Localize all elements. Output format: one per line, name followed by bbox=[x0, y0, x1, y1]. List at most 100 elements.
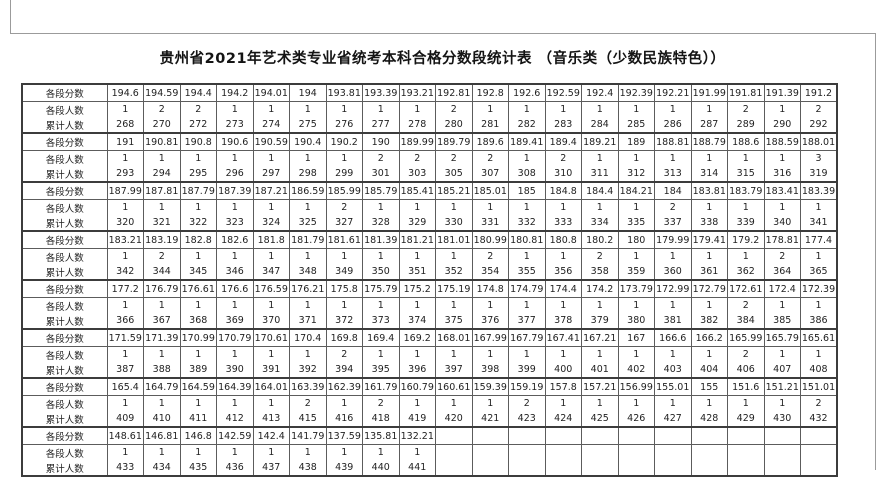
score-cell: 135.81 bbox=[362, 426, 400, 445]
cumulative-cell: 323 bbox=[216, 215, 254, 232]
score-cell: 165.4 bbox=[106, 377, 144, 396]
score-cell: 184.8 bbox=[544, 181, 582, 200]
cumulative-cell: 285 bbox=[617, 117, 655, 134]
count-cell: 2 bbox=[289, 395, 327, 411]
count-cell bbox=[617, 444, 655, 460]
cumulative-cell: 351 bbox=[398, 264, 436, 281]
count-cell: 1 bbox=[654, 395, 692, 411]
count-cell: 1 bbox=[216, 150, 254, 166]
score-cell: 178.81 bbox=[763, 230, 801, 249]
score-cell bbox=[617, 426, 655, 445]
count-cell: 1 bbox=[179, 395, 217, 411]
count-cell: 1 bbox=[544, 346, 582, 362]
count-cell: 1 bbox=[800, 297, 838, 313]
cumulative-cell: 289 bbox=[727, 117, 765, 134]
count-cell: 1 bbox=[179, 248, 217, 264]
count-cell: 1 bbox=[252, 395, 290, 411]
score-cell: 169.8 bbox=[325, 328, 363, 347]
table-row: 各段分数 194.6 194.59 194.4 194.2 194.01 194 193.81… bbox=[21, 83, 838, 102]
count-cell: 1 bbox=[289, 297, 327, 313]
cumulative-cell: 437 bbox=[252, 460, 290, 477]
cumulative-cell: 416 bbox=[325, 411, 363, 428]
count-cell: 2 bbox=[727, 101, 765, 117]
cumulative-cell: 359 bbox=[617, 264, 655, 281]
score-cell: 132.21 bbox=[398, 426, 436, 445]
score-cell: 151.21 bbox=[763, 377, 801, 396]
score-cell: 192.8 bbox=[471, 83, 509, 102]
cumulative-cell: 396 bbox=[398, 362, 436, 379]
count-cell: 1 bbox=[617, 101, 655, 117]
count-cell: 1 bbox=[216, 248, 254, 264]
cumulative-cell: 310 bbox=[544, 166, 582, 183]
score-cell: 172.79 bbox=[690, 279, 728, 298]
score-cell: 185.21 bbox=[435, 181, 473, 200]
cumulative-cell: 402 bbox=[617, 362, 655, 379]
score-cell: 191.99 bbox=[690, 83, 728, 102]
row-label: 各段分数 bbox=[21, 230, 108, 249]
score-cell: 160.61 bbox=[435, 377, 473, 396]
score-cell: 159.39 bbox=[471, 377, 509, 396]
cumulative-cell bbox=[800, 460, 838, 477]
count-cell: 1 bbox=[106, 297, 144, 313]
cumulative-cell: 338 bbox=[690, 215, 728, 232]
count-cell: 1 bbox=[252, 297, 290, 313]
score-cell bbox=[654, 426, 692, 445]
cumulative-cell: 430 bbox=[763, 411, 801, 428]
score-cell: 183.39 bbox=[800, 181, 838, 200]
cumulative-cell: 331 bbox=[471, 215, 509, 232]
score-cell: 191.2 bbox=[800, 83, 838, 102]
score-cell: 185.79 bbox=[362, 181, 400, 200]
cumulative-cell: 335 bbox=[617, 215, 655, 232]
count-cell bbox=[544, 444, 582, 460]
score-cell: 187.81 bbox=[143, 181, 181, 200]
count-cell: 1 bbox=[106, 199, 144, 215]
cumulative-cell: 428 bbox=[690, 411, 728, 428]
count-cell: 1 bbox=[690, 150, 728, 166]
score-cell: 183.79 bbox=[727, 181, 765, 200]
score-cell: 142.4 bbox=[252, 426, 290, 445]
cumulative-cell: 434 bbox=[143, 460, 181, 477]
count-cell: 1 bbox=[179, 150, 217, 166]
cumulative-cell: 283 bbox=[544, 117, 582, 134]
count-cell: 1 bbox=[216, 297, 254, 313]
cumulative-cell: 280 bbox=[435, 117, 473, 134]
cumulative-cell: 313 bbox=[654, 166, 692, 183]
score-cell: 157.8 bbox=[544, 377, 582, 396]
cumulative-cell: 278 bbox=[398, 117, 436, 134]
count-cell: 1 bbox=[252, 248, 290, 264]
score-cell: 160.79 bbox=[398, 377, 436, 396]
count-cell: 2 bbox=[508, 395, 546, 411]
cumulative-cell: 277 bbox=[362, 117, 400, 134]
table-row: 累计人数 268 270 272 273 274 275 276 277 278 280 281 282… bbox=[21, 117, 838, 134]
score-cell: 172.61 bbox=[727, 279, 765, 298]
cumulative-cell: 361 bbox=[690, 264, 728, 281]
score-cell: 142.59 bbox=[216, 426, 254, 445]
score-cell: 166.2 bbox=[690, 328, 728, 347]
count-cell: 1 bbox=[398, 297, 436, 313]
score-cell: 164.01 bbox=[252, 377, 290, 396]
score-cell: 174.8 bbox=[471, 279, 509, 298]
table-row: 各段人数 1 1 1 1 1 1 2 1 1 1 1 1 1 1 1 2 1 1 1 1 bbox=[21, 199, 838, 215]
score-cell: 137.59 bbox=[325, 426, 363, 445]
cumulative-cell: 366 bbox=[106, 313, 144, 330]
score-cell: 187.99 bbox=[106, 181, 144, 200]
table-row: 各段分数 191 190.81 190.8 190.6 190.59 190.4 190.2 1… bbox=[21, 132, 838, 151]
count-cell: 1 bbox=[143, 395, 181, 411]
table-row: 各段分数 177.2 176.79 176.61 176.6 176.59 176.21 17… bbox=[21, 279, 838, 298]
count-cell: 1 bbox=[362, 101, 400, 117]
cumulative-cell: 413 bbox=[252, 411, 290, 428]
row-label: 累计人数 bbox=[21, 166, 108, 183]
cumulative-cell bbox=[435, 460, 473, 477]
cumulative-cell: 272 bbox=[179, 117, 217, 134]
score-cell: 188.6 bbox=[727, 132, 765, 151]
count-cell: 1 bbox=[252, 150, 290, 166]
score-cell: 146.81 bbox=[143, 426, 181, 445]
cumulative-cell bbox=[617, 460, 655, 477]
row-label: 累计人数 bbox=[21, 460, 108, 477]
score-cell: 191 bbox=[106, 132, 144, 151]
cumulative-cell: 341 bbox=[800, 215, 838, 232]
count-cell: 1 bbox=[435, 346, 473, 362]
count-cell: 1 bbox=[362, 297, 400, 313]
score-cell: 179.41 bbox=[690, 230, 728, 249]
cumulative-cell: 328 bbox=[362, 215, 400, 232]
